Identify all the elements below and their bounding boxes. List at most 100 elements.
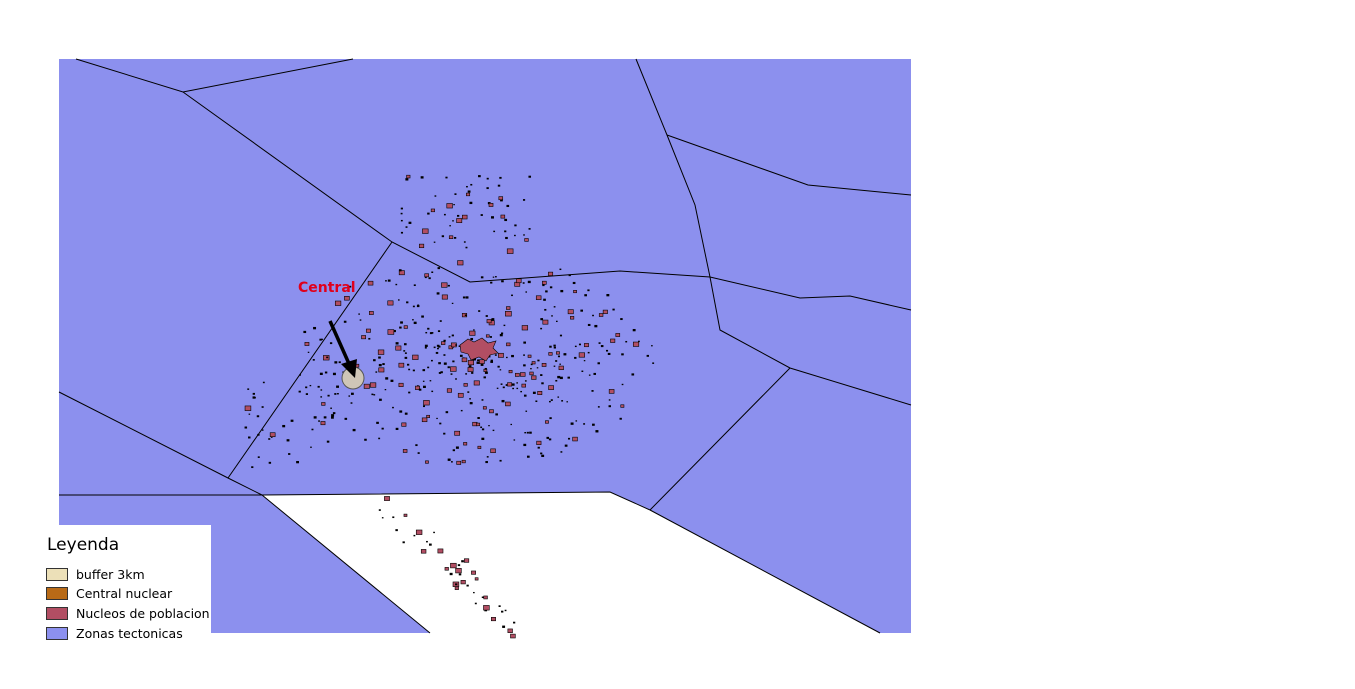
- settlement-dot: [327, 394, 330, 397]
- settlement-dot: [296, 460, 299, 464]
- settlement-dot: [492, 276, 495, 278]
- settlement-dot: [505, 311, 512, 317]
- settlement-dot: [557, 396, 560, 398]
- settlement-dot: [402, 541, 405, 544]
- settlement-dot: [416, 305, 420, 308]
- settlement-dot: [559, 363, 561, 365]
- settlement-dot: [480, 426, 483, 428]
- settlement-dot: [526, 431, 529, 434]
- settlement-dot: [535, 295, 542, 300]
- settlement-dot: [461, 357, 468, 363]
- settlement-dot: [378, 437, 381, 440]
- uncovered-area: [262, 492, 880, 633]
- settlement-dot: [467, 190, 471, 193]
- legend-item-nucleos: Nucleos de poblacion: [46, 605, 210, 621]
- settlement-dot: [420, 176, 424, 179]
- settlement-dot: [505, 236, 508, 240]
- settlement-dot: [437, 267, 441, 270]
- settlement-dot: [406, 174, 411, 179]
- settlement-dot: [542, 319, 549, 325]
- settlement-dot: [490, 360, 494, 363]
- settlement-dot: [540, 318, 544, 321]
- settlement-dot: [541, 382, 544, 385]
- settlement-dot: [299, 374, 301, 376]
- settlement-dot: [529, 371, 534, 376]
- settlement-dot: [290, 419, 294, 422]
- settlement-dot: [545, 420, 549, 424]
- settlement-dot: [502, 386, 505, 389]
- settlement-dot: [479, 359, 485, 364]
- settlement-dot: [503, 324, 506, 327]
- settlement-dot: [480, 363, 484, 366]
- settlement-dot: [464, 314, 467, 317]
- settlement-dot: [438, 372, 442, 374]
- settlement-dot: [463, 241, 466, 243]
- settlement-dot: [546, 436, 550, 439]
- settlement-dot: [378, 363, 382, 367]
- settlement-dot: [502, 625, 506, 628]
- settlement-dot: [369, 382, 377, 388]
- settlement-dot: [317, 385, 320, 388]
- settlement-dot: [471, 372, 474, 374]
- settlement-dot: [608, 405, 611, 408]
- settlement-dot: [469, 201, 473, 205]
- settlement-dot: [491, 318, 495, 321]
- settlement-dot: [466, 185, 468, 188]
- settlement-dot: [427, 327, 430, 330]
- settlement-dot: [567, 437, 571, 440]
- settlement-dot: [506, 356, 508, 359]
- settlement-dot: [507, 382, 513, 387]
- settlement-dot: [252, 396, 256, 399]
- settlement-dot: [422, 369, 426, 372]
- zone-boundaries: [58, 58, 912, 634]
- settlement-dot: [448, 345, 454, 350]
- settlement-dot: [506, 248, 514, 254]
- settlement-dot: [387, 300, 394, 306]
- settlement-dot: [511, 383, 515, 386]
- settlement-dot: [548, 352, 553, 356]
- settlement-dot: [403, 343, 407, 346]
- settlement-dot: [553, 344, 556, 347]
- settlement-dot: [384, 389, 387, 391]
- settlement-dot: [268, 438, 271, 440]
- settlement-dot: [251, 466, 254, 469]
- settlement-dot: [542, 284, 545, 287]
- settlement-dot: [434, 195, 437, 197]
- settlement-dot: [399, 326, 402, 329]
- settlement-dot: [523, 394, 527, 397]
- nucleos-swatch-icon: [46, 606, 68, 620]
- settlement-dot: [564, 444, 568, 447]
- settlement-dot: [572, 436, 578, 442]
- settlement-dot: [248, 413, 251, 415]
- settlement-dot: [598, 342, 601, 344]
- settlement-dot: [460, 580, 466, 585]
- settlement-dot: [587, 351, 590, 354]
- settlement-dot: [535, 400, 538, 403]
- settlement-dot: [312, 359, 315, 361]
- settlement-dot: [608, 399, 611, 401]
- settlement-dot: [457, 392, 464, 398]
- settlement-dot: [597, 362, 600, 365]
- settlement-dot: [521, 383, 526, 388]
- settlement-dot: [483, 376, 486, 379]
- settlement-dot: [397, 299, 400, 301]
- settlement-dot: [646, 354, 649, 357]
- settlement-dot: [425, 460, 429, 464]
- settlement-dot: [523, 443, 527, 447]
- settlement-dot: [459, 354, 463, 357]
- settlement-dot: [310, 446, 312, 448]
- settlement-dot: [358, 313, 360, 315]
- settlement-dot: [257, 433, 260, 436]
- settlement-dot: [454, 430, 461, 436]
- settlement-dot: [485, 315, 488, 317]
- settlement-dot: [500, 199, 503, 202]
- settlement-dot: [400, 212, 403, 215]
- settlement-dot: [398, 382, 404, 387]
- settlement-dot: [606, 294, 610, 297]
- settlement-dot: [595, 430, 599, 433]
- settlement-dot: [350, 402, 353, 404]
- settlement-dot: [651, 345, 653, 347]
- settlement-dot: [304, 342, 310, 346]
- settlement-dot: [448, 235, 454, 239]
- settlement-dot: [530, 368, 532, 370]
